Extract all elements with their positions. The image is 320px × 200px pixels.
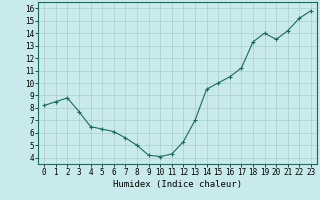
X-axis label: Humidex (Indice chaleur): Humidex (Indice chaleur): [113, 180, 242, 189]
